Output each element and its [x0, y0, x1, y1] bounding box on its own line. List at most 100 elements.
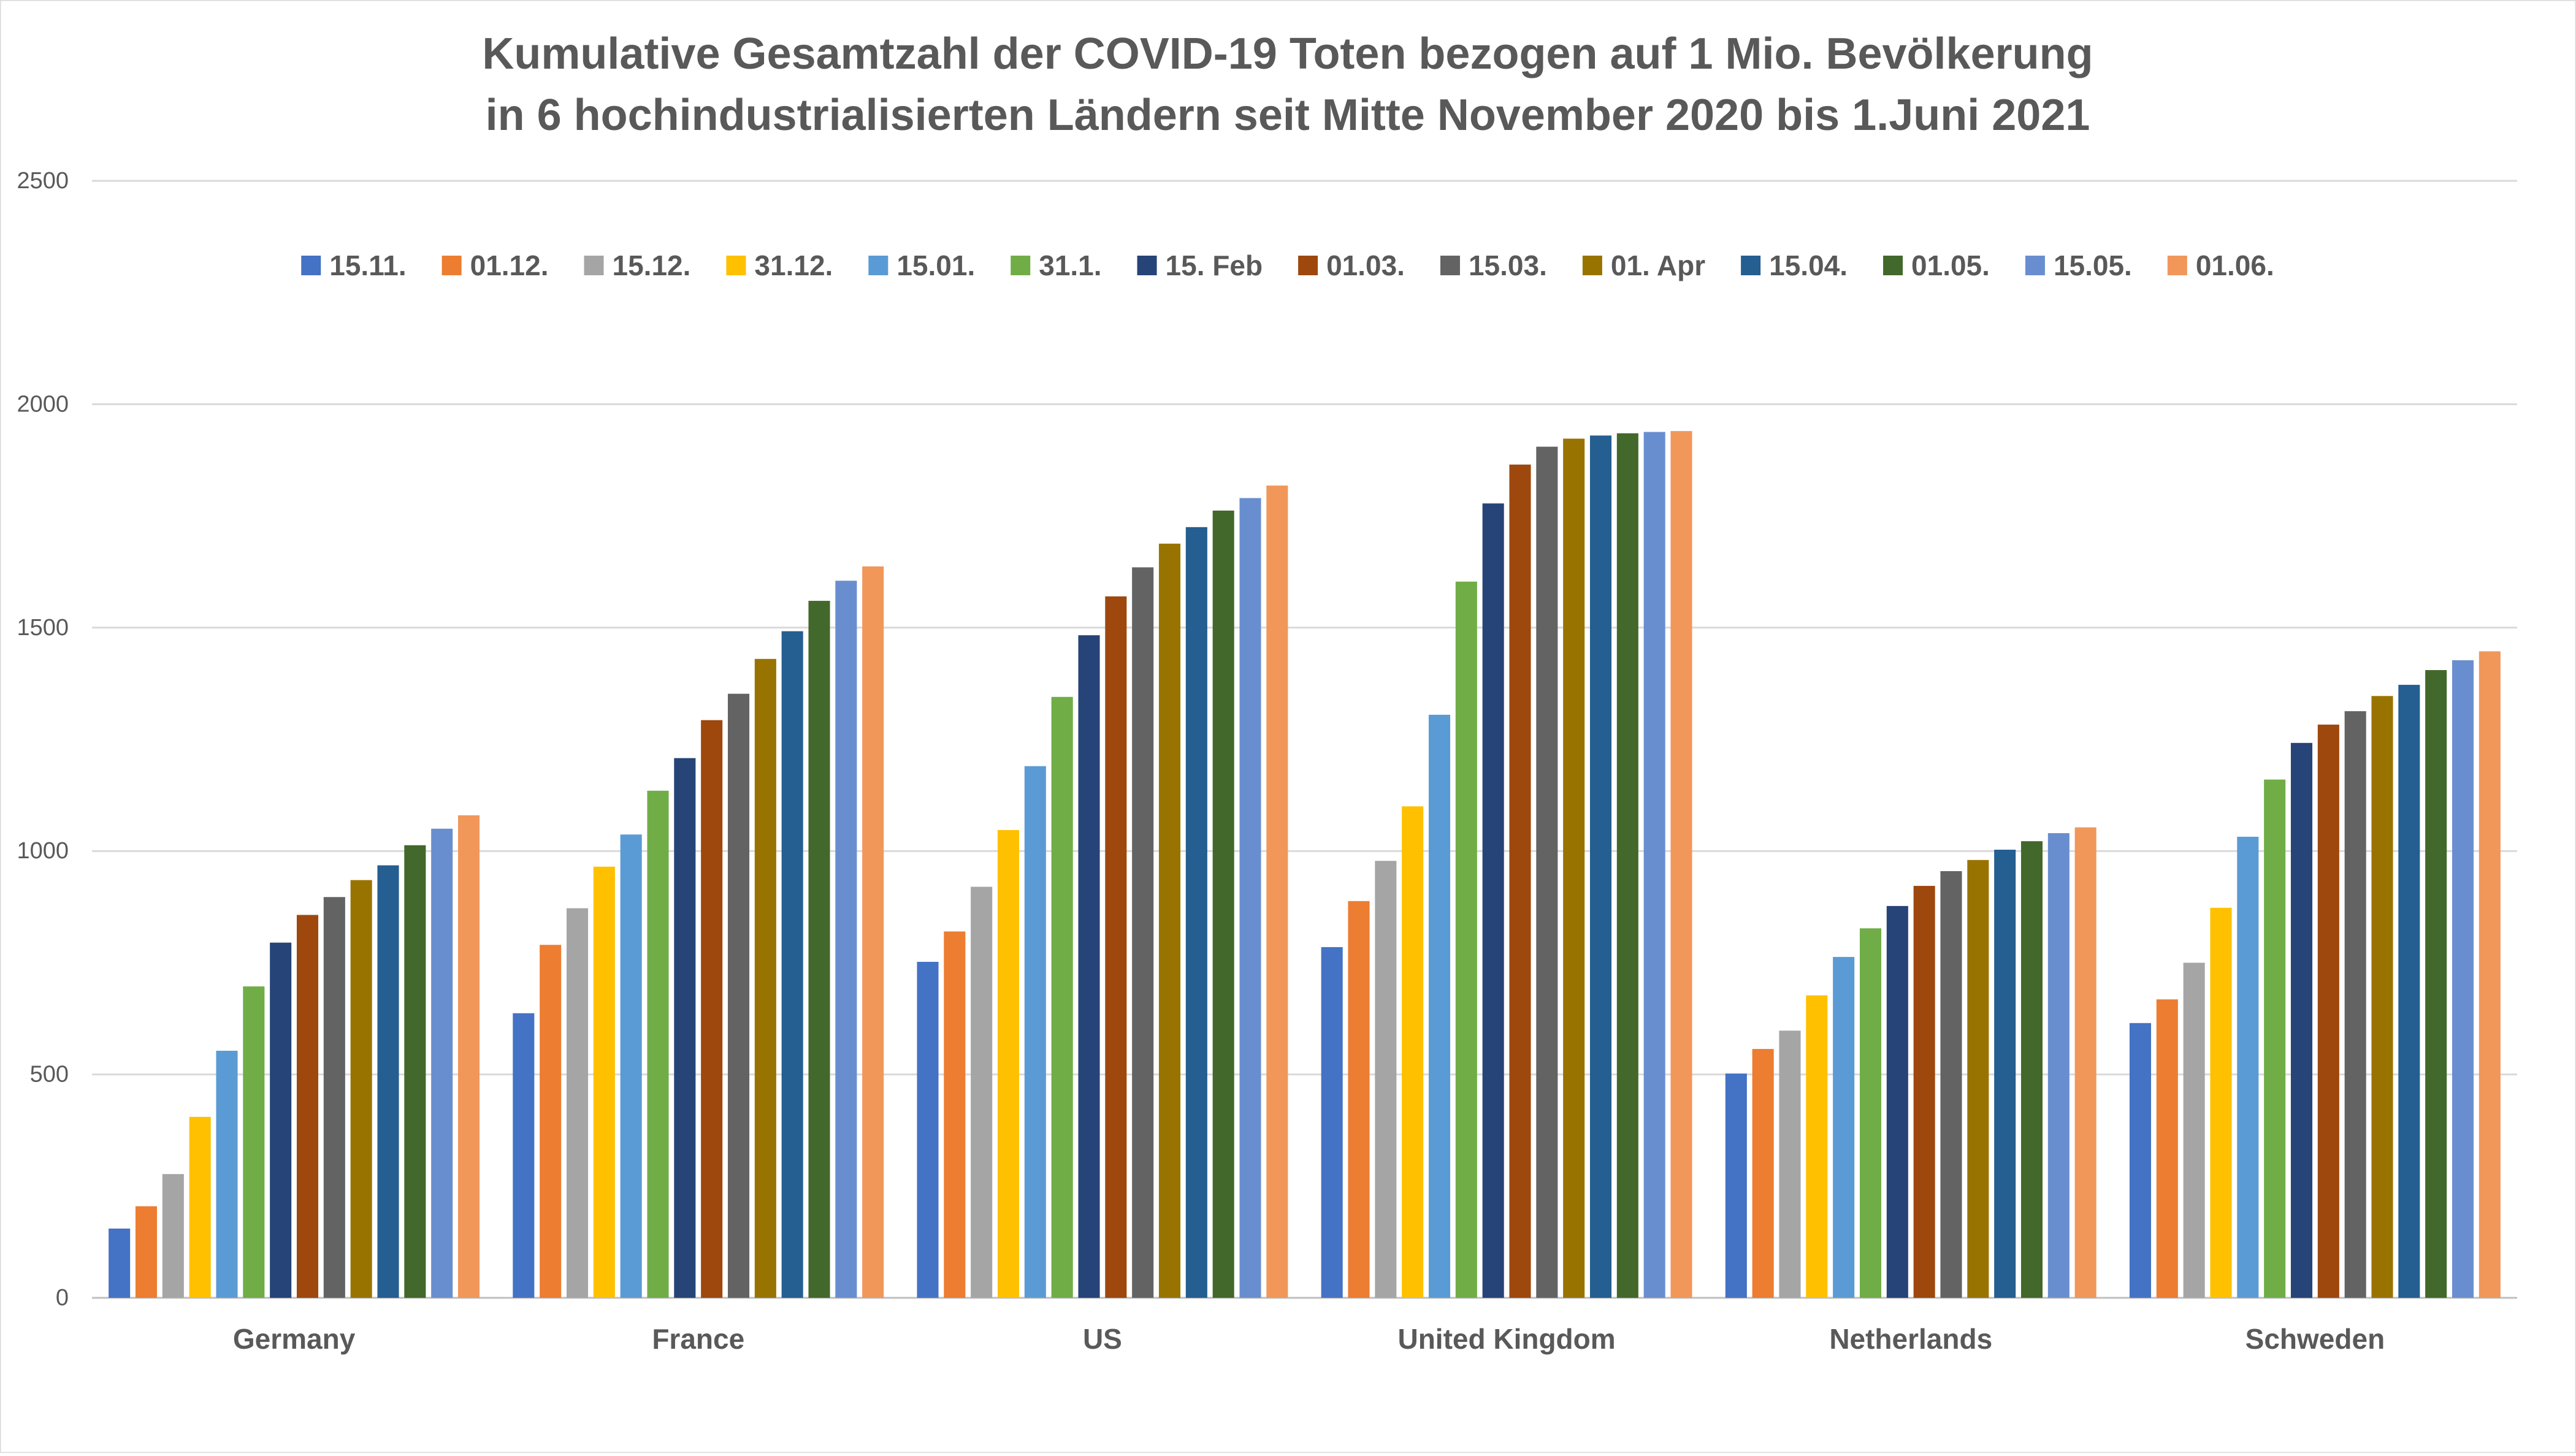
bar-us-3 — [997, 829, 1020, 1298]
y-tick-label: 2500 — [17, 168, 69, 194]
legend-swatch — [584, 256, 604, 275]
bar-netherlands-9 — [1967, 859, 1989, 1298]
bar-schweden-7 — [2317, 724, 2339, 1298]
chart-title-line-1: Kumulative Gesamtzahl der COVID-19 Toten… — [482, 29, 2093, 78]
x-category-label: Schweden — [2245, 1323, 2385, 1355]
bar-us-9 — [1158, 543, 1181, 1298]
bar-france-1 — [540, 945, 562, 1298]
bar-france-6 — [674, 758, 696, 1298]
legend-swatch — [1298, 256, 1318, 275]
y-tick-label: 1000 — [17, 838, 69, 864]
bar-netherlands-0 — [1725, 1073, 1747, 1298]
bar-united-kingdom-2 — [1375, 861, 1397, 1298]
legend-label: 15.12. — [613, 250, 691, 281]
bar-united-kingdom-5 — [1455, 581, 1477, 1298]
legend-swatch — [726, 256, 746, 275]
bar-france-5 — [647, 790, 669, 1298]
bar-schweden-11 — [2425, 670, 2447, 1298]
bar-netherlands-1 — [1752, 1049, 1774, 1298]
bar-netherlands-4 — [1833, 956, 1855, 1298]
bar-netherlands-12 — [2047, 833, 2070, 1298]
bar-germany-9 — [350, 880, 372, 1298]
bar-united-kingdom-12 — [1643, 432, 1665, 1298]
legend-swatch — [1440, 256, 1460, 275]
bar-france-2 — [566, 908, 589, 1298]
bar-united-kingdom-1 — [1348, 901, 1370, 1298]
legend-swatch — [1137, 256, 1157, 275]
bar-us-6 — [1078, 635, 1100, 1298]
legend-swatch — [1011, 256, 1031, 275]
bar-france-8 — [727, 693, 750, 1298]
legend-label: 15.11. — [329, 250, 406, 281]
bar-germany-4 — [216, 1050, 238, 1298]
legend-swatch — [441, 256, 462, 275]
bar-france-3 — [593, 866, 615, 1298]
bar-france-13 — [862, 566, 884, 1298]
bar-germany-3 — [189, 1116, 211, 1298]
bar-france-9 — [754, 658, 776, 1298]
bar-germany-10 — [377, 865, 399, 1298]
bar-schweden-13 — [2479, 651, 2501, 1298]
legend-swatch — [868, 256, 889, 275]
bar-netherlands-3 — [1806, 995, 1828, 1298]
bar-netherlands-5 — [1859, 928, 1882, 1298]
bar-france-11 — [808, 601, 830, 1298]
y-tick-label: 2000 — [17, 391, 69, 417]
x-category-label: United Kingdom — [1397, 1323, 1615, 1355]
bar-us-7 — [1105, 596, 1127, 1298]
bar-netherlands-8 — [1940, 871, 1962, 1298]
bar-schweden-12 — [2452, 660, 2474, 1298]
legend-label: 01.12. — [470, 250, 549, 281]
legend-label: 15.04. — [1769, 250, 1848, 281]
bar-germany-2 — [162, 1174, 184, 1298]
legend-label: 15. Feb — [1166, 250, 1263, 281]
legend-swatch — [1741, 256, 1761, 275]
bar-united-kingdom-7 — [1509, 464, 1531, 1298]
bar-united-kingdom-9 — [1563, 438, 1585, 1298]
bar-netherlands-11 — [2020, 841, 2043, 1298]
bar-germany-13 — [457, 815, 480, 1298]
bar-us-5 — [1051, 696, 1073, 1298]
bar-germany-5 — [243, 986, 265, 1298]
gridlines — [92, 180, 2517, 1299]
legend-label: 01.05. — [1911, 250, 1990, 281]
bar-germany-0 — [109, 1229, 131, 1298]
bar-germany-7 — [296, 915, 319, 1298]
bar-us-4 — [1024, 766, 1046, 1298]
bar-schweden-5 — [2264, 779, 2286, 1298]
bar-schweden-9 — [2371, 696, 2393, 1298]
bar-united-kingdom-8 — [1536, 446, 1558, 1298]
legend-label: 31.12. — [754, 250, 833, 281]
bar-netherlands-10 — [1994, 850, 2016, 1298]
bar-germany-6 — [270, 942, 292, 1298]
bar-us-8 — [1132, 567, 1154, 1298]
legend-label: 15.05. — [2054, 250, 2132, 281]
legend: 15.11. 01.12. 15.12. 31.12. 15.01. 31.1. 15. F… — [301, 250, 2274, 281]
legend-label: 15.03. — [1469, 250, 1547, 281]
bar-schweden-8 — [2344, 711, 2366, 1298]
x-category-label: Germany — [233, 1323, 356, 1355]
bar-united-kingdom-0 — [1321, 947, 1343, 1298]
chart-title-line-2: in 6 hochindustrialisierten Ländern seit… — [486, 91, 2090, 140]
bar-germany-11 — [404, 845, 426, 1298]
bar-netherlands-2 — [1779, 1031, 1801, 1298]
bar-us-13 — [1266, 486, 1288, 1298]
x-category-label: US — [1083, 1323, 1122, 1355]
bar-france-12 — [835, 581, 857, 1298]
legend-swatch — [2025, 256, 2045, 275]
bar-schweden-0 — [2129, 1023, 2152, 1298]
x-category-label: Netherlands — [1829, 1323, 1992, 1355]
legend-label: 15.01. — [896, 250, 975, 281]
x-axis-category-labels: Germany France US United Kingdom Netherlands… — [233, 1323, 2385, 1355]
legend-swatch — [1582, 256, 1602, 275]
bar-united-kingdom-10 — [1589, 435, 1612, 1298]
bar-us-1 — [944, 931, 966, 1298]
bar-germany-8 — [323, 897, 345, 1298]
bar-us-10 — [1185, 527, 1207, 1298]
bar-united-kingdom-13 — [1670, 431, 1692, 1298]
y-axis-tick-labels: 0 500 1000 1500 2000 2500 — [17, 168, 69, 1311]
bars — [109, 431, 2501, 1298]
bar-netherlands-13 — [2074, 827, 2096, 1298]
